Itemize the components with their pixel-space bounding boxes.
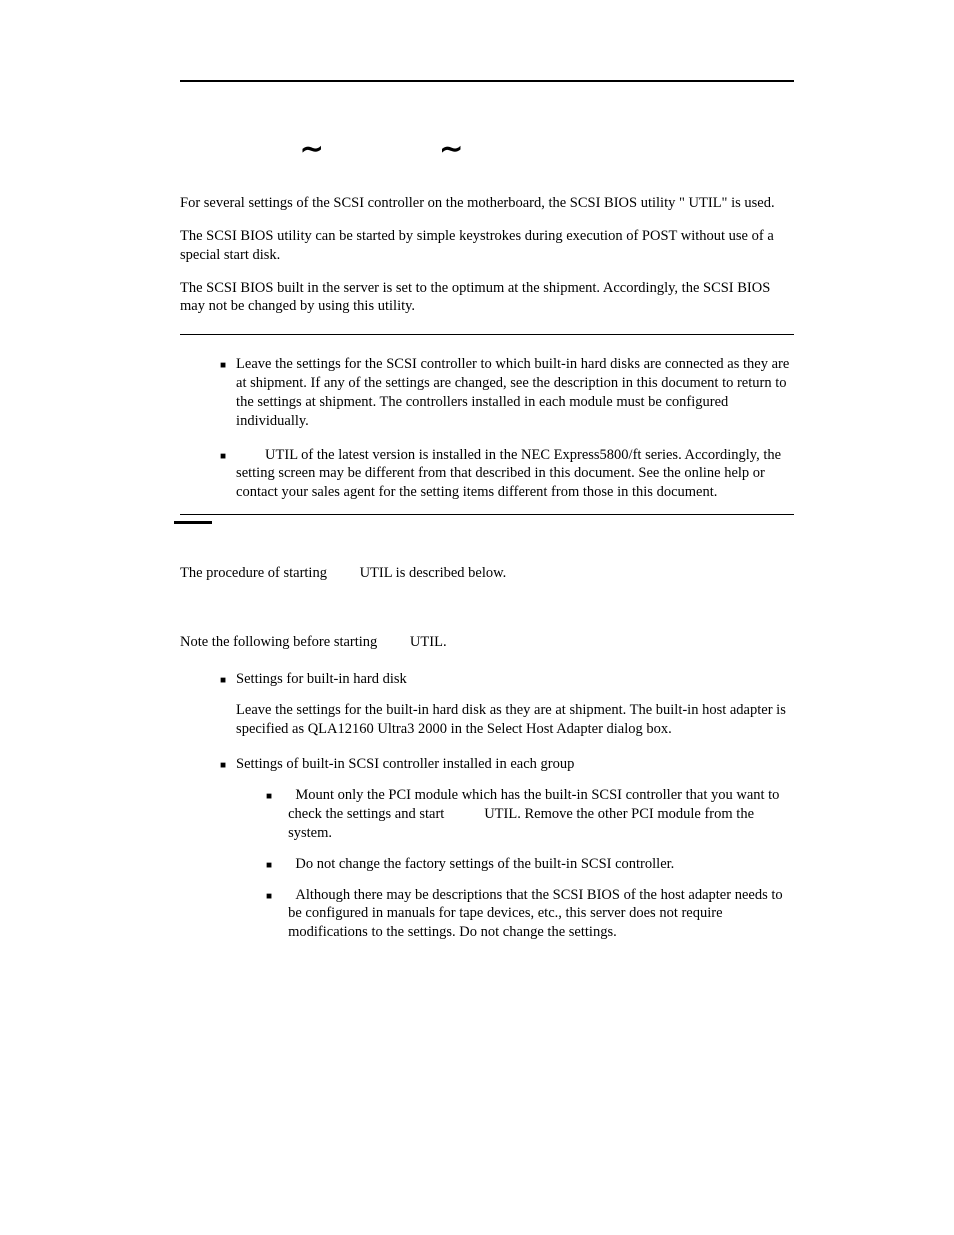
square-bullet-icon: ■ — [220, 359, 226, 372]
note-text-1: Leave the settings for the SCSI controll… — [236, 355, 794, 430]
title-row: ∼ ∼ — [300, 132, 794, 166]
inner-text-2: Do not change the factory settings of th… — [288, 855, 794, 874]
inner-item-1: ■ Mount only the PCI module which has th… — [266, 786, 794, 843]
tilde-left-icon: ∼ — [300, 132, 323, 166]
inner-item-2: ■ Do not change the factory settings of … — [266, 855, 794, 874]
document-page: ∼ ∼ For several settings of the SCSI con… — [0, 0, 954, 1037]
square-bullet-icon: ■ — [220, 450, 226, 463]
note-item-1: ■ Leave the settings for the SCSI contro… — [220, 355, 794, 430]
outer-content-1: Settings for built-in hard disk Leave th… — [236, 670, 794, 753]
inner-text-3: Although there may be descriptions that … — [288, 886, 794, 943]
outer-list: ■ Settings for built-in hard disk Leave … — [180, 670, 794, 954]
top-rule — [180, 80, 794, 82]
outer-heading-1: Settings for built-in hard disk — [236, 670, 794, 689]
inner-list: ■ Mount only the PCI module which has th… — [236, 786, 794, 942]
outer-para-1: Leave the settings for the built-in hard… — [236, 701, 794, 739]
section-para: The procedure of starting UTIL is descri… — [180, 564, 794, 583]
note-item-2: ■ UTIL of the latest version is installe… — [220, 446, 794, 503]
inner-item-3: ■ Although there may be descriptions tha… — [266, 886, 794, 943]
square-bullet-icon: ■ — [266, 790, 272, 803]
square-bullet-icon: ■ — [220, 674, 226, 687]
outer-item-2: ■ Settings of built-in SCSI controller i… — [220, 755, 794, 954]
square-bullet-icon: ■ — [220, 759, 226, 772]
square-bullet-icon: ■ — [266, 890, 272, 903]
square-bullet-icon: ■ — [266, 859, 272, 872]
note-text-2: UTIL of the latest version is installed … — [236, 446, 794, 503]
short-rule — [174, 521, 212, 524]
intro-para-3: The SCSI BIOS built in the server is set… — [180, 279, 794, 317]
tilde-right-icon: ∼ — [439, 132, 462, 166]
outer-content-2: Settings of built-in SCSI controller ins… — [236, 755, 794, 954]
inner-text-1: Mount only the PCI module which has the … — [288, 786, 794, 843]
outer-heading-2: Settings of built-in SCSI controller ins… — [236, 755, 794, 774]
intro-para-2: The SCSI BIOS utility can be started by … — [180, 227, 794, 265]
note-box: ■ Leave the settings for the SCSI contro… — [180, 334, 794, 515]
notes-intro: Note the following before starting UTIL. — [180, 633, 794, 652]
outer-item-1: ■ Settings for built-in hard disk Leave … — [220, 670, 794, 753]
intro-para-1: For several settings of the SCSI control… — [180, 194, 794, 213]
